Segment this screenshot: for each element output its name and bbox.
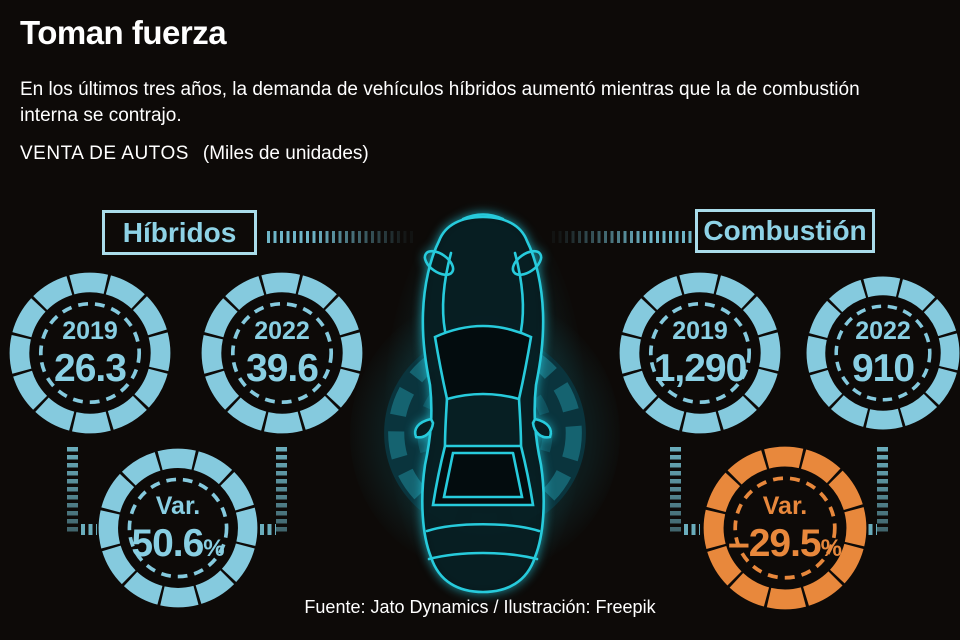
gauge-year: 2019: [62, 316, 118, 345]
connector-fade: [670, 447, 681, 533]
connector-fade: [877, 447, 888, 533]
gauge-text: 2022 39.6: [200, 271, 364, 435]
connector-fade: [276, 447, 287, 533]
connector-elbow: [81, 524, 97, 535]
gauge-ring-icon: [703, 446, 867, 610]
section-units: (Miles de unidades): [202, 143, 369, 164]
subtitle: En los últimos tres años, la demanda de …: [20, 77, 955, 129]
combustion-label-box: Combustión: [695, 209, 875, 253]
gauge-value: 50.6%: [131, 521, 225, 565]
gauge-combustion-2019: 2019 1,290: [618, 271, 782, 435]
gauge-text: 2019 1,290: [618, 271, 782, 435]
gauge-combustion-2022: 2022 910: [805, 275, 960, 431]
gauge-value: 26.3: [54, 346, 127, 390]
gauge-ring-icon: [619, 272, 781, 434]
connector-combustion-2022: [877, 447, 888, 533]
connector-hybrids-2022: [276, 447, 287, 533]
gauge-ring-icon: [9, 272, 171, 434]
gauge-text: 2019 26.3: [8, 271, 172, 435]
gauge-hybrids-variation: Var. 50.6%: [97, 447, 259, 609]
hybrids-label-box: Híbridos: [102, 210, 257, 255]
connector-hybrids-2019: [67, 447, 78, 533]
gauge-var-label: Var.: [155, 491, 201, 520]
gauge-value: –29.5%: [728, 521, 842, 565]
gauge-year: 2022: [855, 316, 911, 345]
section-heading: VENTA DE AUTOS (Miles de unidades): [20, 143, 369, 165]
gauge-value: 39.6: [246, 346, 319, 390]
gauge-hybrids-2022: 2022 39.6: [200, 271, 364, 435]
dotted-line-right: [552, 231, 692, 243]
dotted-line-fade: [552, 231, 692, 243]
subtitle-line-1: En los últimos tres años, la demanda de …: [20, 79, 860, 100]
car-top-view-icon: [413, 213, 553, 594]
source-credit: Fuente: Jato Dynamics / Ilustración: Fre…: [304, 597, 656, 617]
gauge-value: 910: [851, 346, 915, 390]
dotted-line-left: [267, 231, 413, 243]
section-label: VENTA DE AUTOS: [20, 143, 189, 164]
gauge-combustion-variation: Var. –29.5%: [702, 445, 868, 611]
gauge-year: 2019: [672, 316, 728, 345]
combustion-label: Combustión: [703, 215, 867, 246]
gauge-hybrids-2019: 2019 26.3: [8, 271, 172, 435]
gauge-ring-icon: [201, 272, 363, 434]
connector-fade: [67, 447, 78, 533]
gauge-year: 2022: [254, 316, 310, 345]
dotted-line-fade: [267, 231, 413, 243]
gauge-var-label: Var.: [762, 491, 808, 520]
subtitle-line-2: interna se contrajo.: [20, 105, 182, 126]
connector-elbow: [684, 524, 700, 535]
connector-elbow: [260, 524, 276, 535]
connector-combustion-2019: [670, 447, 681, 533]
gauge-text: 2022 910: [805, 275, 960, 431]
hybrids-label: Híbridos: [122, 216, 237, 248]
gauge-ring-icon: [806, 276, 960, 430]
gauge-value: 1,290: [653, 346, 748, 390]
gauge-text: Var. 50.6%: [97, 447, 259, 609]
gauge-text: Var. –29.5%: [702, 445, 868, 611]
page-title: Toman fuerza: [20, 14, 227, 51]
connector-elbow: [861, 524, 877, 535]
gauge-ring-icon: [98, 448, 258, 608]
